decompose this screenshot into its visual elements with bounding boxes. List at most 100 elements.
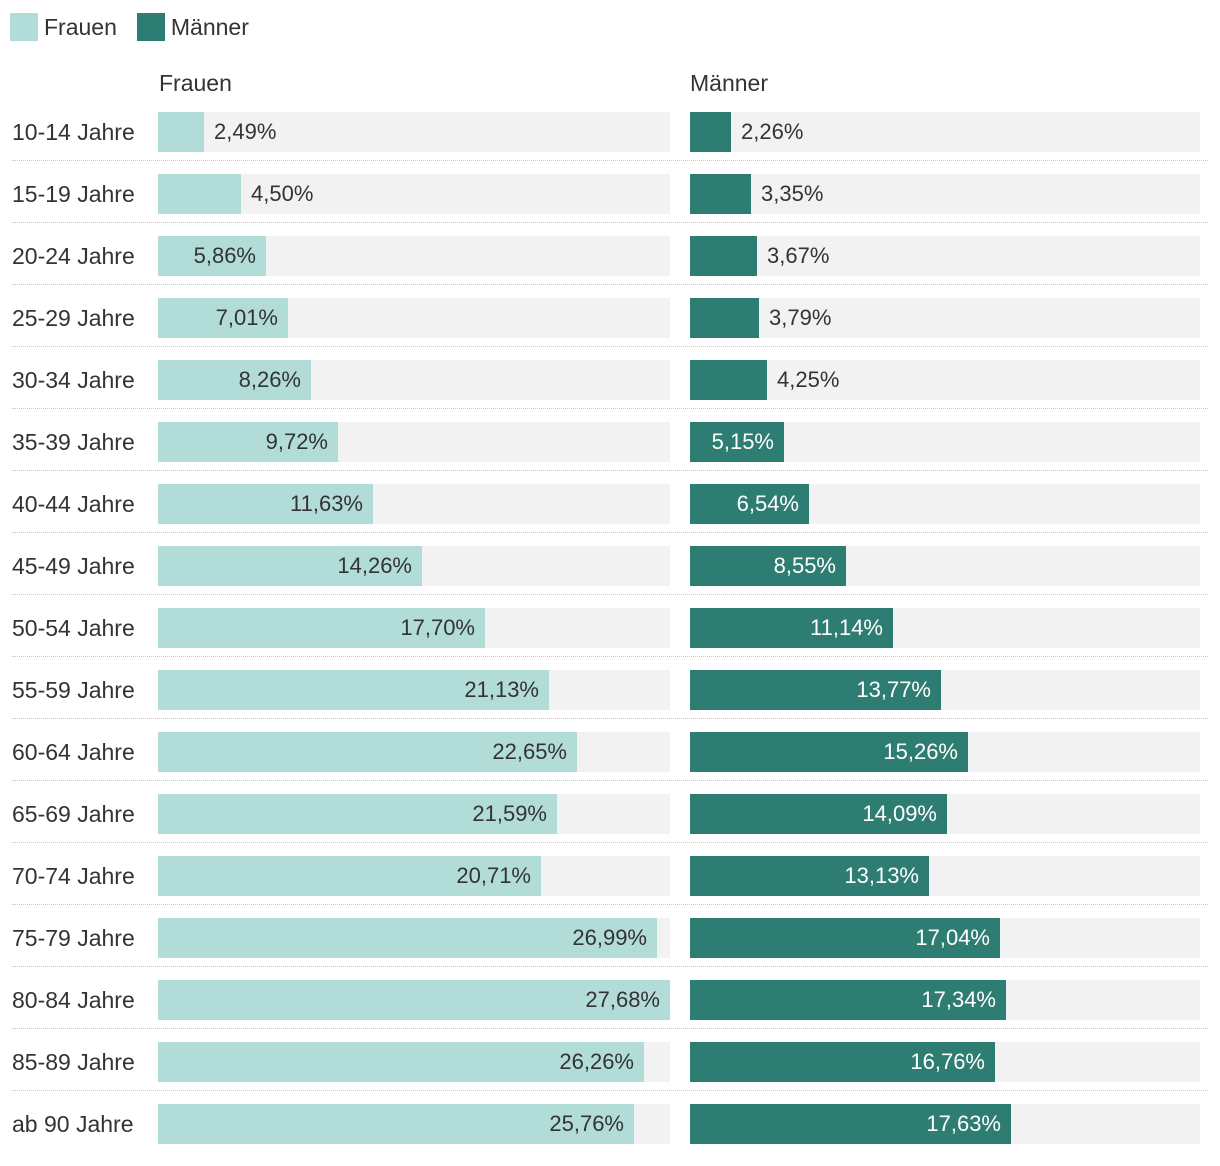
bar-maenner[interactable] [690,856,929,896]
data-label-maenner: 13,13% [844,863,919,888]
category-label: 85-89 Jahre [12,1049,135,1075]
category-label: 25-29 Jahre [12,305,135,331]
bar-frauen[interactable] [158,298,288,338]
bar-track-maenner: 4,25% [690,360,1200,400]
data-label-frauen: 8,26% [238,367,301,392]
row-separator [12,1090,1208,1091]
category-label: 80-84 Jahre [12,987,135,1013]
bar-maenner[interactable] [690,918,1000,958]
bar-maenner[interactable] [690,980,1006,1020]
bar-maenner[interactable] [690,112,731,152]
data-label-frauen: 7,01% [215,305,278,330]
bar-track-maenner: 14,09% [690,794,1200,834]
bar-maenner[interactable] [690,670,941,710]
bar-track-frauen: 7,01% [158,298,670,338]
data-label-maenner: 17,04% [915,925,990,950]
bar-maenner[interactable] [690,608,893,648]
bar-track-frauen: 2,49% [158,112,670,152]
bar-maenner[interactable] [690,546,846,586]
data-label-frauen: 5,86% [193,243,256,268]
legend-item-frauen[interactable]: Frauen [10,13,117,41]
bar-frauen[interactable] [158,112,204,152]
bar-frauen[interactable] [158,422,338,462]
bar-maenner[interactable] [690,298,759,338]
data-label-maenner: 16,76% [910,1049,985,1074]
row-separator [12,904,1208,905]
bar-frauen[interactable] [158,608,485,648]
bar-track-frauen: 20,71% [158,856,670,896]
row-separator [12,718,1208,719]
bar-frauen[interactable] [158,918,657,958]
row-separator [12,346,1208,347]
chart-row: 30-34 Jahre 8,26% 4,25% [0,360,1220,422]
category-label: 15-19 Jahre [12,181,135,207]
row-separator [12,470,1208,471]
bar-maenner[interactable] [690,1104,1011,1144]
data-label-maenner: 11,14% [810,615,883,640]
bar-track-maenner: 13,13% [690,856,1200,896]
row-separator [12,656,1208,657]
bar-maenner[interactable] [690,484,809,524]
bar-maenner[interactable] [690,794,947,834]
bar-frauen[interactable] [158,794,557,834]
category-label: 50-54 Jahre [12,615,135,641]
bar-frauen[interactable] [158,1104,634,1144]
bar-track-maenner: 11,14% [690,608,1200,648]
bar-frauen[interactable] [158,546,422,586]
bar-track-frauen: 8,26% [158,360,670,400]
row-separator [12,594,1208,595]
bar-maenner[interactable] [690,360,767,400]
data-label-frauen: 14,26% [337,553,412,578]
bar-frauen[interactable] [158,670,549,710]
category-label: 75-79 Jahre [12,925,135,951]
bar-maenner[interactable] [690,1042,995,1082]
bar-track-maenner: 2,26% [690,112,1200,152]
data-label-frauen: 22,65% [492,739,567,764]
category-label: 40-44 Jahre [12,491,135,517]
bar-track-maenner: 5,15% [690,422,1200,462]
bar-frauen[interactable] [158,236,266,276]
bar-frauen[interactable] [158,1042,644,1082]
chart-row: 15-19 Jahre 4,50% 3,35% [0,174,1220,236]
row-separator [12,160,1208,161]
chart-row: 45-49 Jahre 14,26% 8,55% [0,546,1220,608]
bar-frauen[interactable] [158,732,577,772]
chart-row: 65-69 Jahre 21,59% 14,09% [0,794,1220,856]
legend-item-maenner[interactable]: Männer [136,13,249,41]
bar-maenner[interactable] [690,236,757,276]
category-label: ab 90 Jahre [12,1111,134,1137]
chart-row: 10-14 Jahre 2,49% 2,26% [0,112,1220,174]
data-label-frauen: 17,70% [400,615,475,640]
chart-row: 40-44 Jahre 11,63% 6,54% [0,484,1220,546]
data-label-frauen: 21,13% [464,677,539,702]
bar-maenner[interactable] [690,174,751,214]
chart-row: 50-54 Jahre 17,70% 11,14% [0,608,1220,670]
chart-row: 55-59 Jahre 21,13% 13,77% [0,670,1220,732]
bar-frauen[interactable] [158,174,241,214]
chart-row: 60-64 Jahre 22,65% 15,26% [0,732,1220,794]
bar-frauen[interactable] [158,980,670,1020]
chart-row: 75-79 Jahre 26,99% 17,04% [0,918,1220,980]
category-label: 45-49 Jahre [12,553,135,579]
data-label-maenner: 8,55% [773,553,836,578]
bar-track-maenner: 3,35% [690,174,1200,214]
bar-frauen[interactable] [158,484,373,524]
bar-maenner[interactable] [690,732,968,772]
data-label-frauen: 26,99% [572,925,647,950]
bar-track-frauen: 26,26% [158,1042,670,1082]
data-label-maenner: 17,63% [926,1111,1001,1136]
bar-track-maenner: 13,77% [690,670,1200,710]
bar-track-maenner: 6,54% [690,484,1200,524]
row-separator [12,408,1208,409]
bar-track-frauen: 27,68% [158,980,670,1020]
data-label-frauen: 11,63% [290,491,363,516]
bar-maenner[interactable] [690,422,784,462]
bar-track-maenner: 3,67% [690,236,1200,276]
bar-frauen[interactable] [158,360,311,400]
data-label-maenner: 15,26% [883,739,958,764]
row-separator [12,222,1208,223]
bar-frauen[interactable] [158,856,541,896]
legend-swatch-frauen [10,13,38,41]
bar-track-frauen: 11,63% [158,484,670,524]
bar-track-frauen: 22,65% [158,732,670,772]
